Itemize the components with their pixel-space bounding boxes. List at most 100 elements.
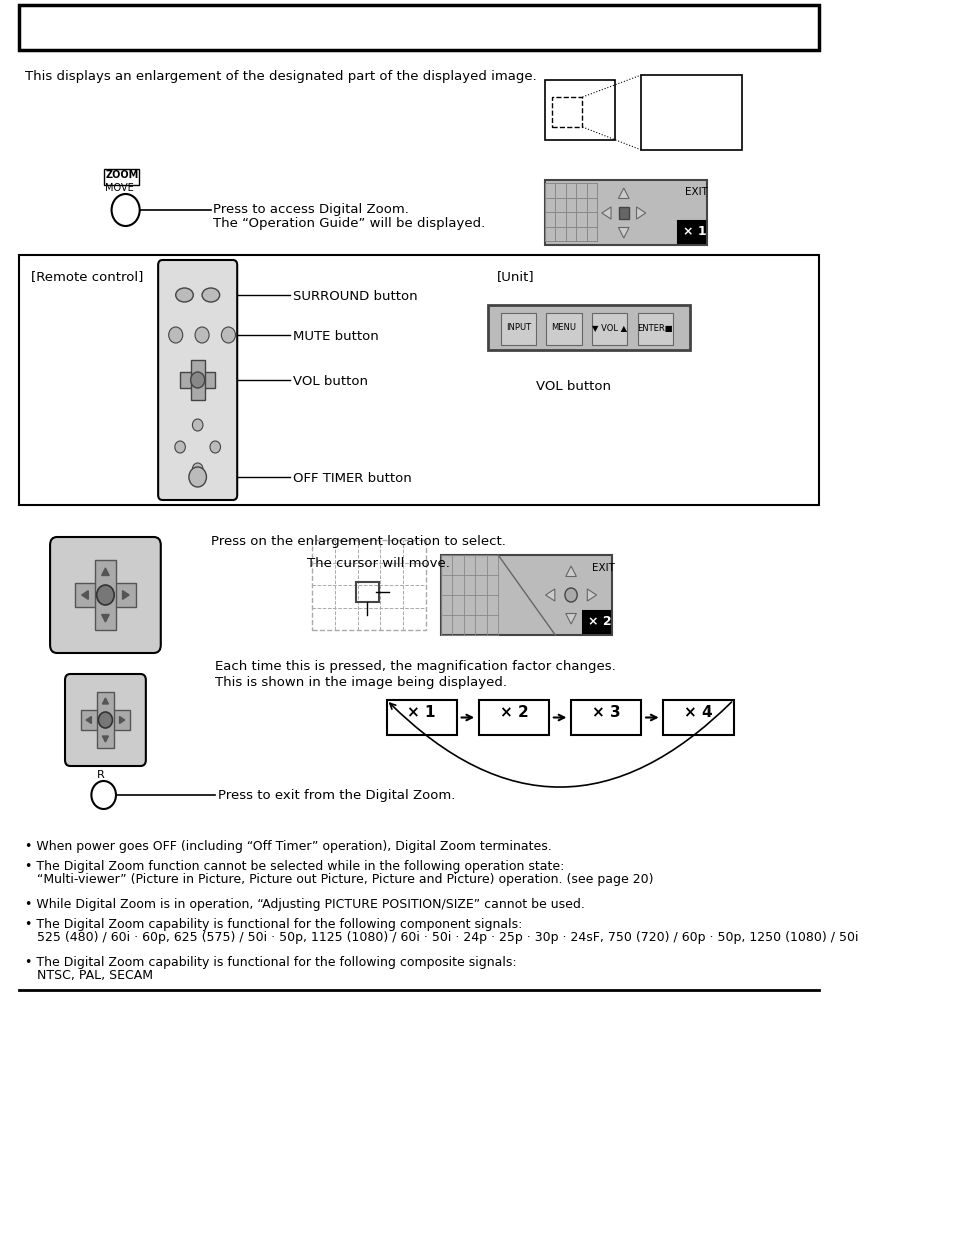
Bar	[592, 312, 627, 345]
Circle shape	[96, 585, 114, 605]
Text: • The Digital Zoom function cannot be selected while in the following operation : • The Digital Zoom function cannot be se…	[25, 860, 563, 873]
Bar	[94, 559, 116, 630]
Polygon shape	[102, 736, 109, 742]
Bar	[312, 540, 426, 630]
Text: [Unit]: [Unit]	[496, 270, 534, 283]
Bar	[640, 75, 741, 149]
Ellipse shape	[202, 288, 219, 303]
Polygon shape	[565, 614, 576, 624]
Text: • The Digital Zoom capability is functional for the following composite signals:: • The Digital Zoom capability is functio…	[25, 956, 516, 969]
Text: × 3: × 3	[591, 705, 619, 720]
Polygon shape	[587, 589, 596, 601]
Bar	[571, 700, 640, 735]
Bar	[638, 312, 672, 345]
Text: ZOOM: ZOOM	[106, 170, 138, 180]
Text: MUTE button: MUTE button	[293, 330, 378, 343]
Text: The cursor will move.: The cursor will move.	[307, 557, 450, 571]
Polygon shape	[545, 589, 555, 601]
Text: Each time this is pressed, the magnification factor changes.: Each time this is pressed, the magnifica…	[215, 659, 616, 673]
Bar	[500, 312, 536, 345]
Circle shape	[189, 467, 206, 487]
Bar	[386, 700, 456, 735]
Text: This is shown in the image being displayed.: This is shown in the image being display…	[215, 676, 507, 689]
Text: “Multi-viewer” (Picture in Picture, Picture out Picture, Picture and Picture) op: “Multi-viewer” (Picture in Picture, Pict…	[25, 873, 653, 885]
Polygon shape	[601, 207, 611, 219]
Bar	[191, 359, 205, 400]
Bar	[104, 169, 139, 185]
Circle shape	[191, 372, 205, 388]
Bar	[19, 254, 818, 505]
Polygon shape	[82, 590, 89, 599]
FancyBboxPatch shape	[158, 261, 237, 500]
Text: The “Operation Guide” will be displayed.: The “Operation Guide” will be displayed.	[213, 217, 485, 230]
Bar	[544, 80, 615, 140]
Bar	[582, 611, 609, 634]
Text: OFF TIMER button: OFF TIMER button	[293, 472, 411, 485]
Bar	[551, 98, 582, 127]
Text: MOVE: MOVE	[106, 183, 134, 193]
Text: × 1: × 1	[682, 225, 705, 238]
Text: ▼ VOL ▲: ▼ VOL ▲	[592, 324, 627, 332]
Circle shape	[194, 327, 209, 343]
Circle shape	[210, 441, 220, 453]
Circle shape	[112, 194, 139, 226]
Text: VOL button: VOL button	[293, 375, 367, 388]
Circle shape	[174, 441, 185, 453]
Text: Press to exit from the Digital Zoom.: Press to exit from the Digital Zoom.	[217, 789, 455, 802]
Text: Press on the enlargement location to select.: Press on the enlargement location to sel…	[211, 535, 505, 548]
Text: × 2: × 2	[587, 615, 611, 629]
Polygon shape	[636, 207, 645, 219]
Text: × 1: × 1	[407, 705, 436, 720]
Text: × 2: × 2	[499, 705, 528, 720]
Polygon shape	[119, 716, 125, 724]
Text: • When power goes OFF (including “Off Timer” operation), Digital Zoom terminates: • When power goes OFF (including “Off Ti…	[25, 840, 551, 853]
Text: [Remote control]: [Remote control]	[30, 270, 143, 283]
Circle shape	[221, 327, 235, 343]
Bar	[19, 5, 818, 49]
Text: NTSC, PAL, SECAM: NTSC, PAL, SECAM	[25, 969, 152, 982]
Bar	[544, 180, 706, 245]
Polygon shape	[86, 716, 91, 724]
Circle shape	[98, 713, 112, 727]
Text: • While Digital Zoom is in operation, “Adjusting PICTURE POSITION/SIZE” cannot b: • While Digital Zoom is in operation, “A…	[25, 898, 584, 911]
Polygon shape	[618, 188, 628, 199]
Bar	[81, 710, 130, 730]
Bar	[96, 692, 114, 748]
FancyBboxPatch shape	[50, 537, 161, 653]
Polygon shape	[618, 227, 628, 238]
Bar	[74, 583, 136, 606]
Text: MENU: MENU	[551, 324, 576, 332]
Polygon shape	[102, 568, 109, 576]
Bar	[487, 305, 689, 350]
Circle shape	[193, 419, 203, 431]
Bar	[618, 207, 628, 219]
Text: 525 (480) / 60i · 60p, 625 (575) / 50i · 50p, 1125 (1080) / 60i · 50i · 24p · 25: 525 (480) / 60i · 60p, 625 (575) / 50i ·…	[25, 931, 857, 944]
Bar	[440, 555, 612, 635]
Bar	[662, 700, 733, 735]
Polygon shape	[565, 566, 576, 577]
Bar	[678, 221, 704, 243]
Text: Press to access Digital Zoom.: Press to access Digital Zoom.	[213, 203, 409, 216]
Text: • The Digital Zoom capability is functional for the following component signals:: • The Digital Zoom capability is functio…	[25, 918, 521, 931]
Circle shape	[193, 463, 203, 475]
Bar	[478, 700, 549, 735]
Polygon shape	[122, 590, 129, 599]
Bar	[546, 312, 581, 345]
Text: × 4: × 4	[683, 705, 712, 720]
Polygon shape	[102, 615, 109, 622]
Circle shape	[169, 327, 183, 343]
Text: R: R	[96, 769, 104, 781]
Polygon shape	[102, 698, 109, 704]
Text: EXIT: EXIT	[684, 186, 707, 198]
Bar	[180, 372, 215, 388]
Ellipse shape	[175, 288, 193, 303]
Text: ENTER■: ENTER■	[637, 324, 673, 332]
Text: VOL button: VOL button	[536, 380, 610, 393]
Text: SURROUND button: SURROUND button	[293, 290, 416, 303]
Text: This displays an enlargement of the designated part of the displayed image.: This displays an enlargement of the desi…	[25, 70, 536, 83]
FancyBboxPatch shape	[65, 674, 146, 766]
Text: EXIT: EXIT	[592, 563, 615, 573]
Circle shape	[564, 588, 577, 601]
Bar	[355, 582, 378, 601]
Circle shape	[91, 781, 116, 809]
